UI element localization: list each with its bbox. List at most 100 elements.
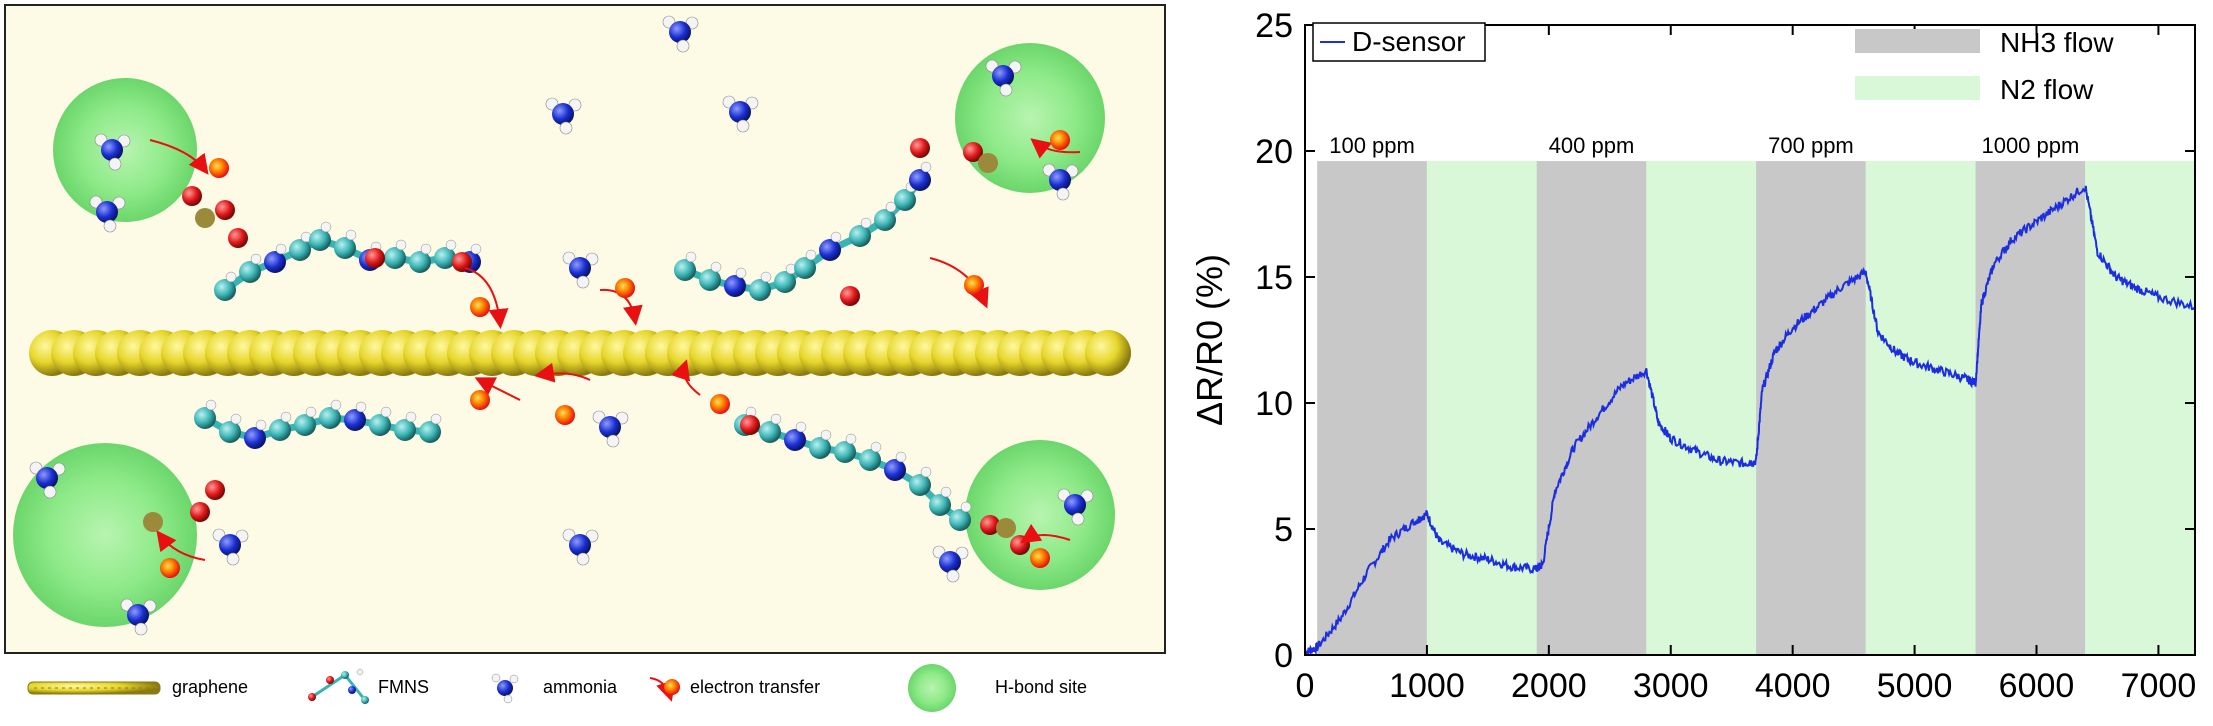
schematic-legend: graphene FMNS ammonia electron transfer … (27, 664, 1087, 712)
phosphorus-atom (978, 153, 998, 173)
y-tick-label: 15 (1255, 259, 1293, 297)
n2-flow-band (1426, 161, 1537, 655)
y-tick-label: 5 (1274, 511, 1293, 549)
oxygen-atom (190, 502, 210, 522)
graphene-atom (1085, 330, 1131, 376)
nh3-flow-band (1317, 161, 1427, 655)
phosphorus-atom (996, 518, 1016, 538)
legend-ammonia-icon (491, 673, 519, 704)
electron-transfer (599, 278, 643, 326)
legend-hbond-label: H-bond site (995, 677, 1087, 697)
legend-n2-swatch (1855, 76, 1980, 100)
electron-transfer (1030, 130, 1081, 159)
phosphorus-atom (195, 208, 215, 228)
oxygen-atom (452, 252, 472, 272)
y-tick-label: 20 (1255, 133, 1293, 171)
n2-flow-band (1646, 161, 1757, 655)
legend-electron-transfer-icon (649, 677, 680, 702)
ammonia-molecule (662, 15, 699, 53)
x-tick-label: 1000 (1389, 667, 1465, 705)
h-bond-sites (13, 43, 1115, 627)
oxygen-atom (215, 200, 235, 220)
legend-nh3-swatch (1855, 29, 1980, 53)
legend-nh3-label: NH3 flow (2000, 27, 2114, 58)
legend-n2-label: N2 flow (2000, 74, 2094, 105)
oxygen-atom (740, 415, 760, 435)
oxygen-atom (963, 142, 983, 162)
ammonia-molecule (1057, 488, 1094, 526)
y-tick-label: 10 (1255, 385, 1293, 423)
legend-hbond-icon (908, 664, 956, 712)
oxygen-atom (182, 186, 202, 206)
electron-transfer-markers (149, 130, 1081, 578)
electron-transfer (156, 530, 206, 578)
flow-bands (1317, 161, 2195, 655)
ammonia-molecule (545, 97, 582, 135)
legend-ammonia-label: ammonia (543, 677, 618, 697)
concentration-labels: 100 ppm 400 ppm 700 ppm 1000 ppm (1329, 133, 2079, 158)
plot-frame (1304, 24, 2196, 656)
electron-transfer (671, 359, 730, 414)
nh3-flow-band (1975, 161, 2086, 655)
fmns-molecule (674, 161, 932, 301)
y-tick-label: 0 (1274, 637, 1293, 675)
fmns-molecules (143, 138, 1030, 555)
fmns-molecule (194, 399, 442, 449)
nh3-flow-band (1536, 161, 1647, 655)
legend-graphene-label: graphene (172, 677, 248, 697)
legend-d-sensor-label: D-sensor (1352, 26, 1466, 57)
oxygen-atom (365, 248, 385, 268)
concentration-label: 100 ppm (1329, 133, 1415, 158)
concentration-label: 700 ppm (1768, 133, 1854, 158)
x-tick-label: 4000 (1755, 667, 1831, 705)
oxygen-atom (980, 515, 1000, 535)
x-tick-label: 5000 (1877, 667, 1953, 705)
electron-transfer (1020, 523, 1071, 568)
ammonia-molecule (562, 528, 599, 566)
chart-axes: 0 1000 2000 3000 4000 5000 6000 7000 0 5 10 15 20 25 Δ… (1189, 7, 2196, 705)
oxygen-atom (205, 480, 225, 500)
ammonia-molecule (932, 545, 969, 583)
d-sensor-line (1304, 185, 2196, 656)
ammonia-molecule (722, 95, 759, 133)
chart-legend: D-sensor NH3 flow N2 flow (1312, 22, 2114, 105)
electron-transfer (929, 257, 989, 309)
y-axis-label: ΔR/R0 (%) (1189, 254, 1230, 426)
legend-electron-transfer-label: electron transfer (690, 677, 820, 697)
ammonia-molecule (29, 461, 66, 499)
legend-fmns-icon (308, 668, 369, 704)
ammonia-molecule (212, 528, 249, 566)
response-chart: 100 ppm 400 ppm 700 ppm 1000 ppm 0 1000 2000 3… (1189, 7, 2196, 705)
x-tick-label: 2000 (1511, 667, 1587, 705)
ammonia-molecule (94, 133, 131, 171)
phosphorus-atom (143, 512, 163, 532)
electron-transfer (534, 362, 591, 425)
n2-flow-band (2085, 161, 2195, 655)
concentration-label: 1000 ppm (1981, 133, 2079, 158)
nh3-flow-band (1756, 161, 1866, 655)
n2-flow-band (1865, 161, 1976, 655)
x-tick-label: 6000 (1999, 667, 2075, 705)
oxygen-atom (228, 228, 248, 248)
electron-transfer (149, 139, 229, 178)
x-tick-label: 7000 (2121, 667, 2197, 705)
ammonia-molecule (562, 251, 599, 289)
ammonia-molecule (1042, 163, 1079, 201)
legend-fmns-label: FMNS (378, 677, 429, 697)
sensing-mechanism-schematic: graphene FMNS ammonia electron transfer … (4, 4, 1166, 712)
ammonia-molecules (29, 15, 1094, 636)
x-tick-label: 0 (1296, 667, 1315, 705)
concentration-label: 400 ppm (1549, 133, 1635, 158)
y-tick-label: 25 (1255, 7, 1293, 45)
graphene-sheet (29, 330, 1131, 376)
legend-graphene-icon (27, 681, 161, 695)
ammonia-molecule (592, 410, 629, 448)
x-tick-label: 3000 (1633, 667, 1709, 705)
electron-transfer (464, 267, 509, 329)
d-sensor-curve (1304, 185, 2196, 656)
ammonia-molecule (120, 598, 157, 636)
electron-transfer (470, 377, 521, 410)
ammonia-molecule (985, 59, 1022, 97)
oxygen-atom (910, 138, 930, 158)
ammonia-molecule (89, 195, 126, 233)
